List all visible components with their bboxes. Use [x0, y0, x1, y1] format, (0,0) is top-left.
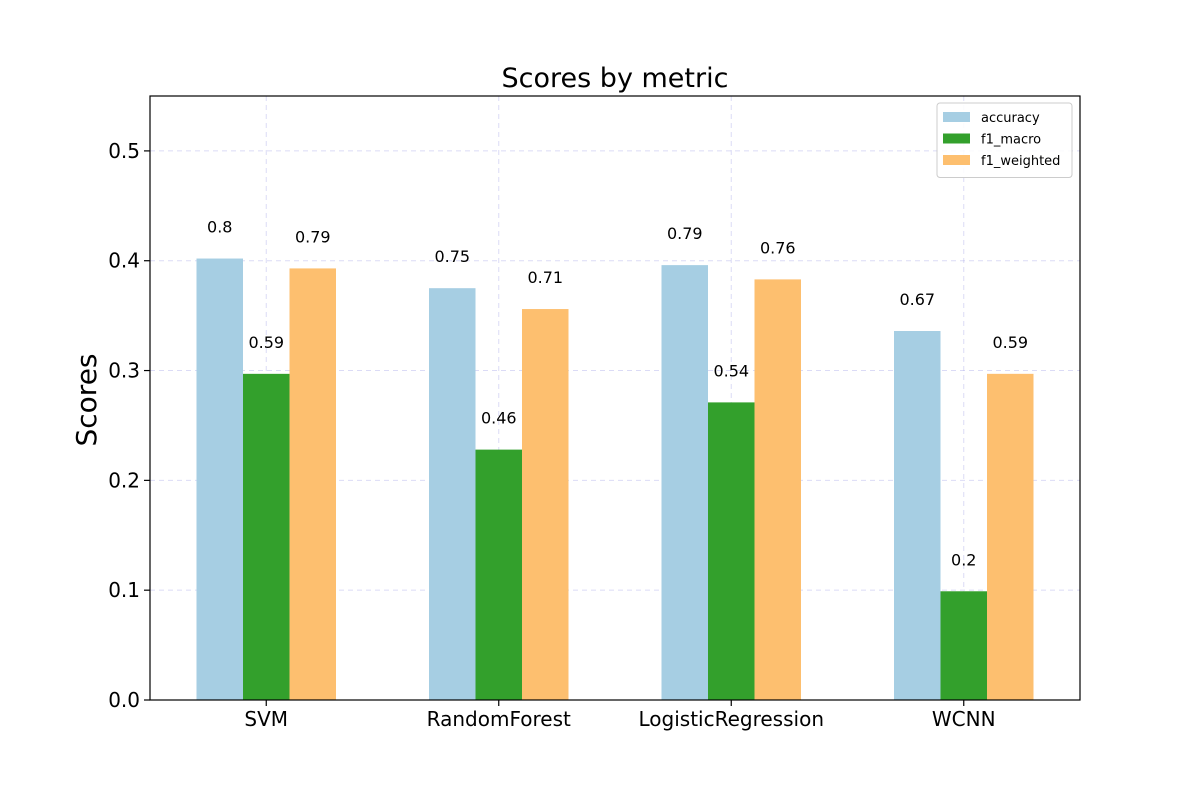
- y-tick-label: 0.2: [108, 468, 140, 492]
- y-tick-label: 0.4: [108, 249, 140, 273]
- bars-layer: [196, 258, 1034, 700]
- y-tick-label: 0.3: [108, 359, 140, 383]
- value-label-f1_weighted-WCNN: 0.59: [992, 333, 1028, 352]
- bar-f1_weighted-RandomForest: [522, 309, 569, 700]
- bar-f1_weighted-SVM: [289, 268, 336, 700]
- legend-label-f1_weighted: f1_weighted: [981, 154, 1060, 169]
- legend-label-f1_macro: f1_macro: [981, 133, 1041, 148]
- value-label-accuracy-RandomForest: 0.75: [434, 247, 470, 266]
- value-labels-layer: 0.8 0.75 0.79 0.67 0.59 0.46 0.54 0.2 0.79 0.71 0.…: [207, 218, 1028, 570]
- value-label-accuracy-LogisticRegression: 0.79: [667, 224, 703, 243]
- value-label-accuracy-WCNN: 0.67: [899, 290, 935, 309]
- legend-swatch-f1_macro: [943, 133, 970, 144]
- x-tick-label: LogisticRegression: [639, 707, 825, 731]
- value-label-accuracy-SVM: 0.8: [207, 218, 232, 237]
- value-label-f1_macro-WCNN: 0.2: [951, 550, 976, 569]
- legend-box: [936, 102, 1073, 178]
- bar-accuracy-SVM: [196, 258, 243, 700]
- x-tick-label: RandomForest: [427, 707, 571, 731]
- bar-f1_macro-WCNN: [940, 591, 987, 700]
- plot-frame: [149, 95, 1081, 701]
- bar-f1_macro-SVM: [243, 373, 290, 700]
- legend-label-accuracy: accuracy: [981, 111, 1040, 126]
- bar-f1_weighted-WCNN: [987, 373, 1034, 700]
- y-tick-label: 0.0: [108, 688, 140, 712]
- ticks-layer: 0.0 0.1 0.2 0.3 0.4 0.5 SVM RandomForest Logisti…: [108, 139, 995, 731]
- value-label-f1_macro-LogisticRegression: 0.54: [713, 361, 749, 380]
- y-tick-label: 0.1: [108, 578, 140, 602]
- x-tick-label: WCNN: [932, 707, 996, 731]
- bar-accuracy-WCNN: [894, 331, 941, 700]
- value-label-f1_weighted-SVM: 0.79: [295, 227, 331, 246]
- value-label-f1_macro-RandomForest: 0.46: [481, 409, 517, 428]
- bar-f1_macro-RandomForest: [475, 449, 522, 700]
- legend: accuracy f1_macro f1_weighted: [936, 102, 1073, 178]
- value-label-f1_weighted-LogisticRegression: 0.76: [760, 238, 796, 257]
- legend-swatch-accuracy: [943, 112, 970, 122]
- y-axis-label: Scores: [70, 353, 103, 446]
- bar-accuracy-RandomForest: [429, 288, 476, 700]
- chart-title: Scores by metric: [502, 63, 729, 94]
- value-label-f1_weighted-RandomForest: 0.71: [527, 268, 563, 287]
- x-tick-label: SVM: [244, 707, 288, 731]
- bar-f1_macro-LogisticRegression: [708, 402, 755, 700]
- bar-f1_weighted-LogisticRegression: [754, 279, 801, 700]
- legend-swatch-f1_weighted: [943, 155, 970, 165]
- bar-accuracy-LogisticRegression: [661, 265, 708, 700]
- y-tick-label: 0.5: [108, 139, 140, 163]
- value-label-f1_macro-SVM: 0.59: [248, 333, 284, 352]
